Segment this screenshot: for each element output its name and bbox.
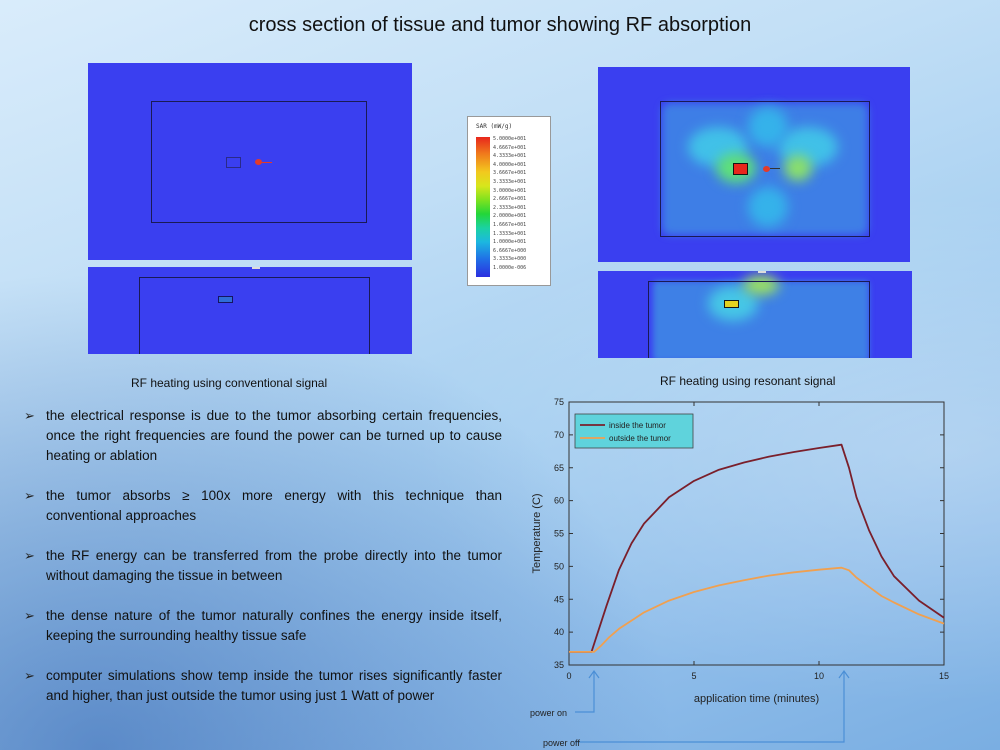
series-line-inside	[569, 443, 945, 653]
bullet-text: the electrical response is due to the tu…	[46, 408, 502, 463]
bullet-item: ➢ the tumor absorbs ≥ 100x more energy w…	[24, 486, 502, 526]
y-tick-label: 35	[554, 660, 564, 670]
bullet-item: ➢ computer simulations show temp inside …	[24, 666, 502, 706]
bullet-text: the tumor absorbs ≥ 100x more energy wit…	[46, 488, 502, 523]
color-scale-legend: SAR (mW/g) 5.0000e+001 4.6667e+001 4.333…	[467, 116, 551, 286]
power-on-arrow	[575, 671, 595, 713]
y-tick-label: 75	[554, 397, 564, 407]
y-tick-label: 60	[554, 496, 564, 506]
y-tick-label: 55	[554, 529, 564, 539]
y-tick-label: 70	[554, 430, 564, 440]
x-tick-label: 5	[691, 671, 696, 681]
probe-line	[262, 162, 272, 163]
probe-line	[770, 168, 780, 169]
bullet-text: the dense nature of the tumor naturally …	[46, 608, 502, 643]
temperature-chart: 35 40 45 50 55 60 65 70 75 0 5 10 15 application time…	[520, 392, 960, 750]
power-off-arrow	[575, 671, 845, 743]
legend-tick: 1.3333e+001	[493, 230, 527, 237]
color-scale-bar	[476, 137, 490, 277]
power-on-arrowhead	[588, 669, 600, 679]
y-tick-label: 50	[554, 561, 564, 571]
bullet-arrow-icon: ➢	[24, 548, 35, 563]
y-tick-label: 40	[554, 627, 564, 637]
y-tick-label: 65	[554, 463, 564, 473]
tissue-box-side	[139, 277, 370, 354]
legend-box	[574, 413, 694, 449]
bullet-arrow-icon: ➢	[24, 408, 35, 423]
legend-label: inside the tumor	[609, 421, 666, 430]
heat-field	[748, 187, 788, 227]
legend-header: SAR (mW/g)	[476, 123, 513, 130]
bullet-text: the RF energy can be transferred from th…	[46, 548, 502, 583]
bullet-item: ➢ the RF energy can be transferred from …	[24, 546, 502, 586]
legend-label: outside the tumor	[609, 434, 671, 443]
legend-tick: 3.3333e+001	[493, 178, 527, 185]
legend-tick: 2.6667e+001	[493, 196, 527, 203]
legend-tick: 4.3333e+001	[493, 153, 527, 160]
legend-tick: 4.0000e+001	[493, 161, 527, 168]
x-tick-label: 15	[939, 671, 949, 681]
legend-tick: 4.6667e+001	[493, 144, 527, 151]
bullet-arrow-icon: ➢	[24, 608, 35, 623]
bullet-list: ➢ the electrical response is due to the …	[24, 406, 502, 726]
x-tick-label: 10	[814, 671, 824, 681]
x-tick-label: 0	[566, 671, 571, 681]
tumor-hotspot	[733, 163, 748, 175]
legend-tick: 2.0000e+001	[493, 213, 527, 220]
legend-tick: 3.0000e+001	[493, 187, 527, 194]
chart-svg: 35 40 45 50 55 60 65 70 75 0 5 10 15 application time…	[531, 397, 949, 743]
tumor-outline	[226, 157, 241, 168]
power-off-arrowhead	[838, 669, 850, 679]
y-tick-label: 45	[554, 594, 564, 604]
tissue-box-side	[648, 281, 870, 358]
conventional-sim-bottom	[88, 267, 412, 354]
bullet-text: computer simulations show temp inside th…	[46, 668, 502, 703]
legend-tick: 1.0000e-006	[493, 264, 527, 271]
probe-mark	[252, 267, 260, 269]
heat-field	[743, 275, 779, 295]
tumor-side	[218, 296, 233, 303]
legend-tick: 5.0000e+001	[493, 136, 527, 142]
resonant-sim-top	[598, 67, 910, 262]
series-line-outside	[569, 566, 945, 653]
slide-title: cross section of tissue and tumor showin…	[248, 14, 752, 36]
bullet-arrow-icon: ➢	[24, 488, 35, 503]
y-axis-label: Temperature (C)	[531, 493, 543, 573]
legend-tick: 3.3333e+000	[493, 256, 527, 263]
legend-tick: 2.3333e+001	[493, 204, 527, 211]
tissue-box	[151, 101, 367, 223]
legend-tick: 1.0000e+001	[493, 239, 527, 246]
conventional-sim-top	[88, 63, 412, 260]
legend-tick: 1.6667e+001	[493, 221, 527, 228]
tumor-side	[724, 300, 739, 308]
heat-field	[748, 107, 788, 147]
tissue-box	[660, 101, 870, 237]
bullet-item: ➢ the electrical response is due to the …	[24, 406, 502, 466]
probe-tip	[255, 159, 262, 165]
x-axis-label: application time (minutes)	[694, 693, 819, 705]
bullet-item: ➢ the dense nature of the tumor naturall…	[24, 606, 502, 646]
probe-tip	[763, 166, 770, 172]
probe-mark	[758, 271, 766, 273]
heat-field	[784, 155, 812, 181]
caption-conventional: RF heating using conventional signal	[131, 376, 328, 390]
legend-ticks: 5.0000e+001 4.6667e+001 4.3333e+001 4.00…	[493, 136, 549, 274]
resonant-sim-bottom	[598, 271, 912, 358]
legend-tick: 6.6667e+000	[493, 247, 527, 254]
legend-tick: 3.6667e+001	[493, 170, 527, 177]
power-off-label: power off	[543, 738, 580, 748]
power-on-label: power on	[530, 708, 568, 718]
caption-resonant: RF heating using resonant signal	[660, 374, 836, 388]
bullet-arrow-icon: ➢	[24, 668, 35, 683]
